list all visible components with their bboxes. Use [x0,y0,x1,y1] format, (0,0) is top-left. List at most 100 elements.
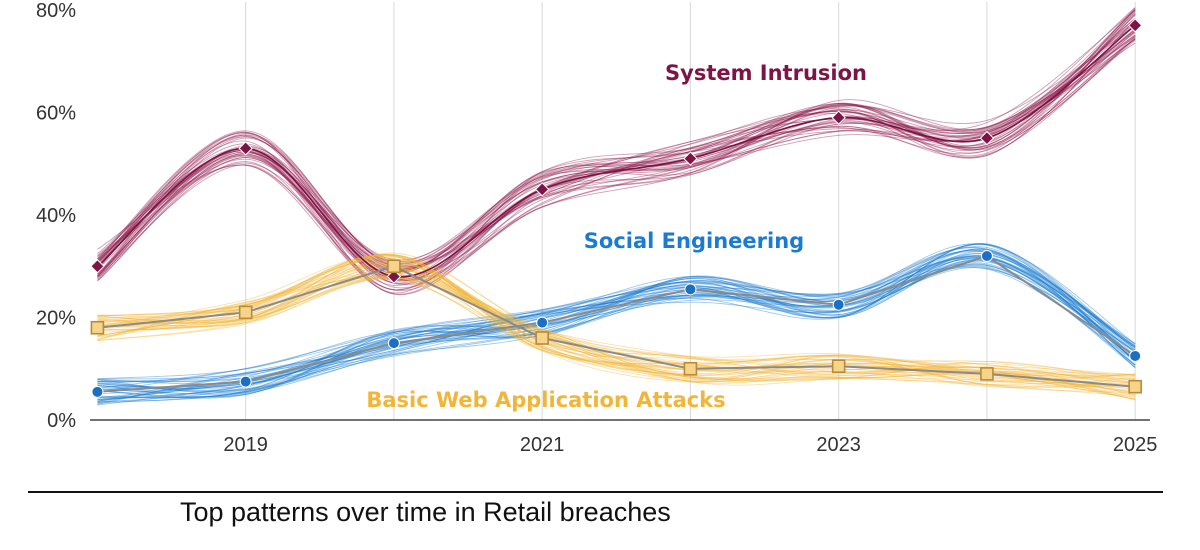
band-line [97,271,1136,384]
band-line [97,35,1136,294]
band-line [97,274,1136,392]
band-line [97,275,1136,390]
band-line [97,271,1136,376]
band-line [97,276,1136,396]
band-line [97,253,1136,402]
band-line [97,263,1136,405]
uncertainty-bands [97,7,1136,406]
data-point [535,331,549,345]
band-line [97,14,1136,282]
series-line-1 [97,254,1136,393]
band-line [97,13,1136,277]
band-line [97,276,1136,388]
band-line [97,247,1136,402]
series-label: Basic Web Application Attacks [366,388,725,412]
data-markers [90,18,1143,398]
band-line [97,259,1136,400]
band-line [97,252,1136,377]
band-line [97,32,1136,295]
band-line [97,253,1136,380]
band-line [97,277,1136,385]
data-point [534,182,550,197]
x-tick-label: 2025 [1113,434,1158,456]
y-tick-label: 80% [36,0,76,22]
band-line [97,248,1136,389]
band-line [97,34,1136,282]
data-point [387,259,401,274]
band-line [97,252,1136,406]
band-line [97,11,1136,273]
band-line [97,38,1136,275]
band-line [97,10,1136,278]
y-tick-label: 0% [47,410,76,432]
band-line [97,29,1136,278]
series-labels: System Intrusion Social Engineering Basic … [366,61,867,412]
band-line [97,38,1136,286]
band-line [97,265,1136,403]
band-line [97,256,1136,404]
data-point [238,141,253,156]
band-line [97,247,1136,388]
band-line [97,255,1136,382]
band-line [97,262,1136,382]
band-line [97,246,1136,388]
series-label: Social Engineering [584,229,804,253]
x-axis-ticks: 2019 2021 2023 2025 [223,434,1157,456]
band-line [97,23,1136,272]
band-line [97,243,1136,385]
grid [90,2,1150,421]
band-line [97,39,1136,266]
band-line [97,251,1136,391]
data-point [683,151,698,166]
band-line [97,256,1136,401]
data-point [1127,18,1143,33]
band-line [97,251,1136,380]
band-line [97,276,1136,388]
band-line [97,255,1136,393]
data-point [387,337,400,350]
data-point [683,361,698,376]
caption-divider [28,491,1163,493]
series-label: System Intrusion [665,61,867,85]
band-line [97,253,1136,387]
series-line-2 [97,265,1136,388]
band-line [97,266,1136,383]
band-line [97,268,1136,383]
band-line [97,243,1136,390]
band-line [97,257,1136,399]
band-line [97,17,1136,277]
data-point [536,316,549,329]
band-line [97,254,1136,395]
band-line [97,272,1136,386]
x-tick-label: 2019 [223,434,268,456]
band-line [97,260,1136,401]
band-line [97,255,1136,399]
band-line [97,254,1136,377]
band-line [97,249,1136,383]
data-point [684,283,697,296]
band-line [97,30,1136,291]
band-line [97,25,1136,267]
y-axis-ticks: 0% 20% 40% 60% 80% [36,0,76,432]
band-line [97,256,1136,399]
band-line [97,36,1136,275]
band-line [97,243,1136,385]
y-tick-label: 20% [36,308,76,330]
band-line [97,18,1136,286]
x-tick-label: 2023 [816,434,861,456]
y-tick-label: 40% [36,205,76,227]
band-line [97,253,1136,376]
series-lines [96,24,1136,393]
data-point [91,385,104,398]
band-line [97,7,1136,295]
band-line [97,263,1136,388]
band-line [97,28,1136,291]
band-line [97,259,1136,394]
band-line [97,243,1136,404]
band-line [97,9,1136,278]
band-line [97,9,1136,264]
band-line [97,264,1136,394]
band-line [97,272,1136,400]
data-point [979,130,995,146]
band-line [97,8,1136,280]
